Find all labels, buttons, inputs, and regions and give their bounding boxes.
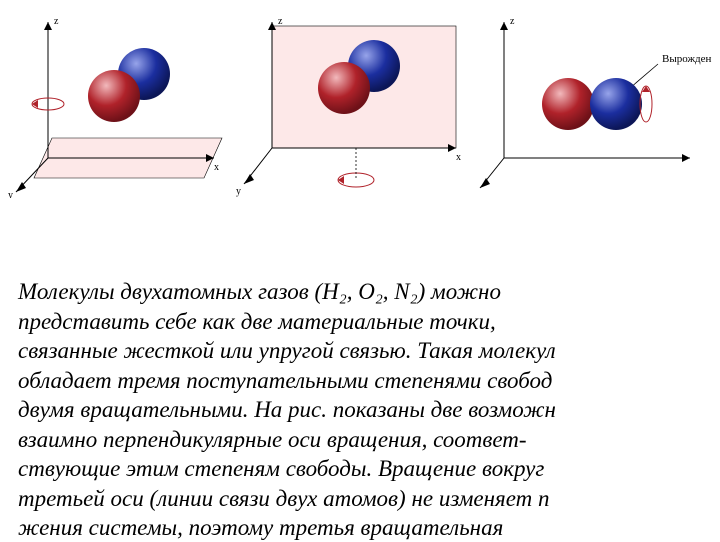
axis-y-label: y bbox=[8, 190, 13, 198]
degenerate-label: Вырожден bbox=[662, 53, 712, 65]
paragraph-line: взаимно перпендикулярные оси вращения, с… bbox=[18, 427, 527, 452]
axis-z-label-2: z bbox=[278, 16, 283, 27]
paragraph-line: двумя вращательными. На рис. показаны дв… bbox=[18, 397, 556, 422]
axis-z-label-3: z bbox=[510, 16, 515, 27]
atom-blue-3 bbox=[590, 78, 642, 130]
panel-svg-3: z Вырожден bbox=[476, 8, 720, 198]
axis-x-label: x bbox=[214, 162, 219, 173]
atom-red-3 bbox=[542, 78, 594, 130]
paragraph-line: связанные жесткой или упругой связью. Та… bbox=[18, 338, 556, 363]
panel-rotation-y: z x y bbox=[236, 8, 468, 208]
atom-red bbox=[88, 70, 140, 122]
paragraph-line: обладает тремя поступательными степенями… bbox=[18, 368, 552, 393]
axis-x-label-2: x bbox=[456, 152, 461, 163]
axis-z-label: z bbox=[54, 16, 59, 27]
panel-svg-1: z x y bbox=[8, 8, 228, 198]
axis-y-label-2: y bbox=[236, 186, 241, 197]
panel-svg-2: z x y bbox=[236, 8, 468, 198]
paragraph-line: представить себе как две материальные то… bbox=[18, 309, 496, 334]
molecule bbox=[88, 48, 170, 122]
paragraph: Молекулы двухатомных газов (H₂, O₂, N₂) … bbox=[18, 248, 720, 542]
paragraph-line: Молекулы двухатомных газов (H₂, O₂, N₂) … bbox=[18, 279, 501, 304]
panel-rotation-z: z x y bbox=[8, 8, 228, 208]
paragraph-line: третьей оси (линии связи двух атомов) не… bbox=[18, 486, 549, 511]
paragraph-line: ствующие этим степеням свободы. Вращение… bbox=[18, 456, 544, 481]
panel-rotation-x: z Вырожден bbox=[476, 8, 720, 208]
atom-red-2 bbox=[318, 62, 370, 114]
diagrams-row: z x y bbox=[0, 0, 720, 208]
paragraph-line: жения системы, поэтому третья вращательн… bbox=[18, 515, 503, 540]
